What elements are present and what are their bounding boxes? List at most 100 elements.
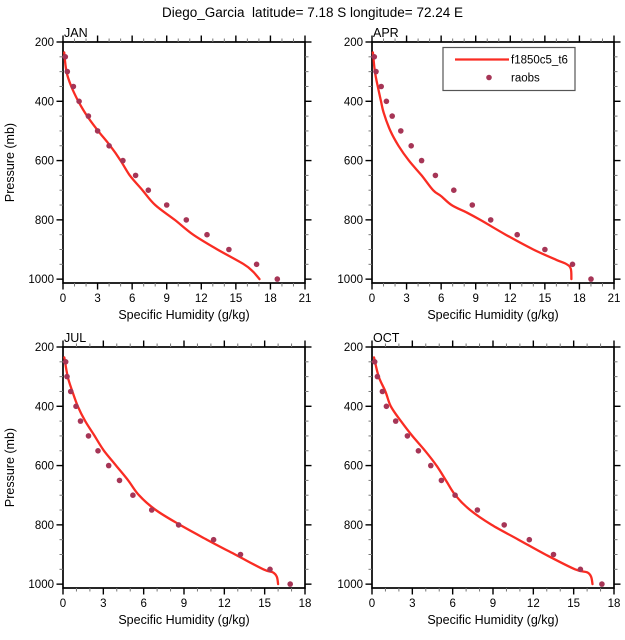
raobs-point [383,98,390,105]
model-line [371,51,573,281]
x-tick-label: 6 [449,598,455,610]
x-tick-label: 18 [264,293,277,305]
raobs-point [428,462,434,469]
model-line [63,356,280,586]
x-tick-label: 6 [438,293,444,305]
raobs-point [163,202,170,208]
raobs-point [64,373,70,380]
raobs-point [569,261,576,268]
raobs-point [204,231,210,238]
panel-title: OCT [373,331,400,345]
raobs-point [389,113,396,119]
raobs-point [373,68,379,75]
x-tick-label: 12 [527,598,540,610]
legend-line-label: f1850c5_t6 [511,55,568,67]
x-tick-label: 3 [100,598,106,610]
x-tick-label: 9 [473,293,479,305]
x-tick-label: 21 [608,293,621,305]
x-tick-label: 12 [504,293,517,305]
raobs-point [474,507,481,513]
x-tick-label: 3 [403,293,409,305]
raobs-points [371,359,605,587]
x-tick-label: 0 [369,293,375,305]
raobs-point [378,83,385,90]
raobs-point [415,448,422,454]
x-tick-label: 21 [299,293,312,305]
raobs-point [62,359,69,365]
raobs-point [95,448,101,454]
x-axis-label: Specific Humidity (g/kg) [427,308,558,322]
legend-dot-sample [486,74,492,81]
plot-frame [62,41,306,284]
y-axis-label: Pressure (mb) [3,123,17,202]
raobs-point [130,492,136,499]
raobs-point [64,68,71,75]
raobs-point [85,113,92,119]
raobs-point [374,373,381,380]
raobs-point [175,522,182,528]
plot-frame [371,346,615,589]
x-tick-label: 12 [218,598,231,610]
y-tick-label: 400 [344,401,363,413]
raobs-point [398,128,404,134]
raobs-point [106,143,112,149]
panel-title: JAN [64,26,88,40]
raobs-point [550,551,557,558]
raobs-point [148,507,155,513]
plot-frame [62,346,306,589]
y-tick-label: 600 [35,461,54,473]
y-tick-label: 800 [35,215,54,227]
x-tick-label: 0 [60,598,66,610]
raobs-point [253,261,260,268]
raobs-point [105,462,112,469]
raobs-point [438,477,445,484]
panel-title: JUL [64,331,86,345]
raobs-point [383,403,390,410]
y-tick-label: 800 [344,215,363,227]
raobs-point [542,246,548,253]
raobs-point [132,172,139,179]
y-tick-label: 1000 [337,274,363,286]
x-tick-label: 6 [140,598,146,610]
x-axis-label: Specific Humidity (g/kg) [118,613,249,627]
raobs-points [62,54,281,282]
y-tick-label: 1000 [28,579,54,591]
raobs-point [392,418,399,424]
x-tick-label: 3 [94,293,100,305]
raobs-point [526,536,533,543]
raobs-point [226,246,232,253]
raobs-point [487,217,494,223]
y-tick-label: 400 [35,401,54,413]
x-tick-label: 12 [195,293,208,305]
y-tick-label: 600 [344,156,363,168]
x-tick-label: 6 [129,293,135,305]
raobs-point [210,536,217,543]
y-tick-label: 400 [344,96,363,108]
raobs-point [77,418,84,424]
x-tick-label: 3 [409,598,415,610]
raobs-point [62,54,69,60]
raobs-point [85,433,92,439]
x-tick-label: 0 [60,293,66,305]
raobs-point [418,157,425,164]
x-tick-label: 18 [573,293,586,305]
x-tick-label: 9 [490,598,496,610]
y-tick-label: 400 [35,96,54,108]
x-axis-label: Specific Humidity (g/kg) [118,308,249,322]
y-tick-label: 1000 [337,579,363,591]
figure-title: Diego_Garcia latitude= 7.18 S longitude=… [162,5,463,20]
y-tick-label: 200 [344,37,363,49]
x-tick-label: 9 [181,598,187,610]
x-tick-label: 15 [229,293,242,305]
raobs-point [379,388,386,395]
y-tick-label: 200 [35,37,54,49]
raobs-point [237,551,244,558]
x-tick-label: 18 [299,598,312,610]
panel-jul: 0 3 6 9 12 15 18 200 400 600 800 1000 JUL Specific Hu… [3,331,312,627]
raobs-point [116,477,123,484]
y-tick-label: 600 [344,461,363,473]
panel-title: APR [373,26,399,40]
y-axis-label: Pressure (mb) [3,428,17,507]
raobs-point [577,566,584,573]
